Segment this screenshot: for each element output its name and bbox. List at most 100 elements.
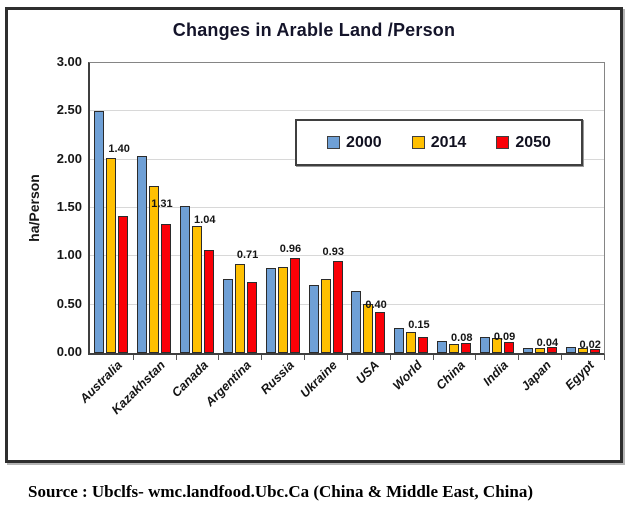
- gridline: [90, 207, 604, 208]
- bar-2050-china: [461, 343, 472, 353]
- x-axis-tick: [175, 355, 177, 360]
- plot-area: 1.40 1.31 1.04 0.71 0.96 0.93 0.40 0.15 0.08 0.09…: [88, 62, 605, 360]
- bar-group-australia: 1.40: [90, 63, 134, 360]
- bar-group-china: 0.08: [433, 63, 477, 360]
- bar-2014-india: [491, 338, 502, 353]
- bar-2000-china: [437, 341, 448, 353]
- gridline: [90, 110, 604, 112]
- bar-2050-argentina: [246, 282, 257, 353]
- x-tick-label-japan: Japan: [518, 358, 554, 394]
- x-axis-tick: [346, 355, 348, 360]
- bars: [218, 63, 261, 353]
- bar-2014-world: [406, 331, 417, 353]
- bar-group-russia: 0.96: [261, 63, 306, 360]
- x-tick-label-china: China: [433, 358, 468, 393]
- bar-2050-australia: [118, 215, 129, 353]
- bar-2000-usa: [351, 291, 362, 353]
- bar-2000-canada: [180, 206, 191, 353]
- x-axis-tick: [518, 355, 520, 360]
- bar-value-label: 0.04: [536, 337, 559, 350]
- bar-groups: 1.40 1.31 1.04 0.71 0.96 0.93 0.40 0.15 0.08 0.09…: [90, 63, 605, 360]
- bars: [176, 63, 219, 353]
- bar-value-label: 1.04: [194, 214, 216, 227]
- y-tick-label: 2.50: [56, 102, 82, 118]
- x-tick-label-egypt: Egypt: [562, 358, 597, 393]
- legend-item-2000: 2000: [327, 134, 382, 152]
- bar-2050-usa: [375, 312, 386, 353]
- x-axis-tick: [304, 355, 306, 360]
- bar-value-label: 0.96: [279, 243, 302, 256]
- y-tick-label: 1.50: [56, 199, 82, 214]
- legend-label-2050: 2050: [515, 133, 551, 151]
- legend-swatch-2014-icon: [411, 136, 425, 149]
- bar-group-world: 0.15: [390, 63, 434, 360]
- bar-2000-world: [394, 327, 405, 353]
- bar-2000-japan: [522, 348, 533, 353]
- bars: [390, 63, 433, 353]
- bar-2014-kazakhstan: [149, 185, 160, 353]
- x-tick-label-world: World: [390, 358, 426, 393]
- x-tick-label-ukraine: Ukraine: [297, 358, 340, 401]
- bar-2000-kazakhstan: [137, 155, 148, 353]
- bars: [475, 63, 518, 353]
- bar-2000-russia: [265, 267, 276, 353]
- legend-swatch-2050-icon: [496, 136, 510, 149]
- legend-label-2000: 2000: [346, 133, 382, 151]
- gridline: [90, 303, 604, 305]
- bars: [433, 63, 476, 353]
- bar-value-label: 0.02: [579, 339, 601, 352]
- source-caption: Source : Ubclfs- wmc.landfood.Ubc.Ca (Ch…: [28, 482, 533, 501]
- bars: [133, 63, 176, 353]
- bar-2050-canada: [204, 250, 215, 353]
- bar-2000-india: [479, 336, 490, 353]
- y-tick-label: 2.00: [56, 150, 82, 166]
- x-tick-label-canada: Canada: [169, 358, 211, 400]
- bars: [261, 63, 304, 353]
- x-axis-tick: [603, 355, 605, 360]
- bars: [518, 63, 561, 353]
- bar-2050-india: [503, 342, 514, 353]
- y-tick-label: 3.00: [56, 54, 82, 69]
- bar-group-india: 0.09: [475, 63, 520, 360]
- bar-value-label: 1.31: [151, 197, 173, 210]
- x-tick-label-argentina: Argentina: [202, 358, 254, 410]
- bar-value-label: 0.93: [322, 246, 344, 259]
- x-axis-tick: [389, 355, 391, 360]
- bar-value-label: 0.09: [493, 331, 516, 344]
- x-axis-labels: Australia Kazakhstan Canada Argentina Russia…: [78, 358, 602, 458]
- chart-title: Changes in Arable Land /Person: [172, 20, 456, 40]
- y-tick-label: 1.00: [56, 247, 82, 263]
- bars: [304, 63, 347, 353]
- bar-value-label: 0.40: [365, 298, 387, 311]
- legend: 2000 2014 2050: [295, 119, 583, 166]
- bar-2050-world: [418, 336, 429, 353]
- bar-2000-egypt: [565, 347, 576, 353]
- legend-item-2014: 2014: [411, 133, 467, 152]
- x-tick-label-usa: USA: [353, 358, 383, 387]
- x-axis-tick: [561, 355, 563, 360]
- bar-2050-japan: [546, 347, 557, 353]
- x-axis-tick: [261, 355, 263, 360]
- bars: [561, 63, 604, 353]
- legend-label-2014: 2014: [430, 133, 467, 151]
- bar-2014-russia: [277, 266, 288, 353]
- x-axis-tick: [432, 355, 434, 360]
- bar-2014-japan: [534, 348, 545, 353]
- bars: [347, 63, 390, 353]
- x-tick-label-russia: Russia: [257, 358, 297, 397]
- y-tick-label: 0.00: [56, 344, 82, 359]
- bar-2014-argentina: [234, 264, 245, 353]
- bar-2000-argentina: [222, 278, 233, 353]
- bar-value-label: 0.15: [408, 318, 430, 331]
- bar-group-japan: 0.04: [518, 63, 563, 360]
- bar-2014-canada: [192, 226, 203, 353]
- bar-value-label: 0.08: [451, 332, 473, 345]
- bars: [90, 63, 133, 353]
- bar-group-kazakhstan: 1.31: [133, 63, 177, 360]
- bar-2050-ukraine: [332, 261, 343, 353]
- bar-value-label: 0.71: [236, 249, 259, 261]
- y-tick-label: 0.50: [56, 295, 82, 311]
- bar-2000-australia: [94, 111, 105, 353]
- legend-swatch-2000-icon: [327, 136, 341, 149]
